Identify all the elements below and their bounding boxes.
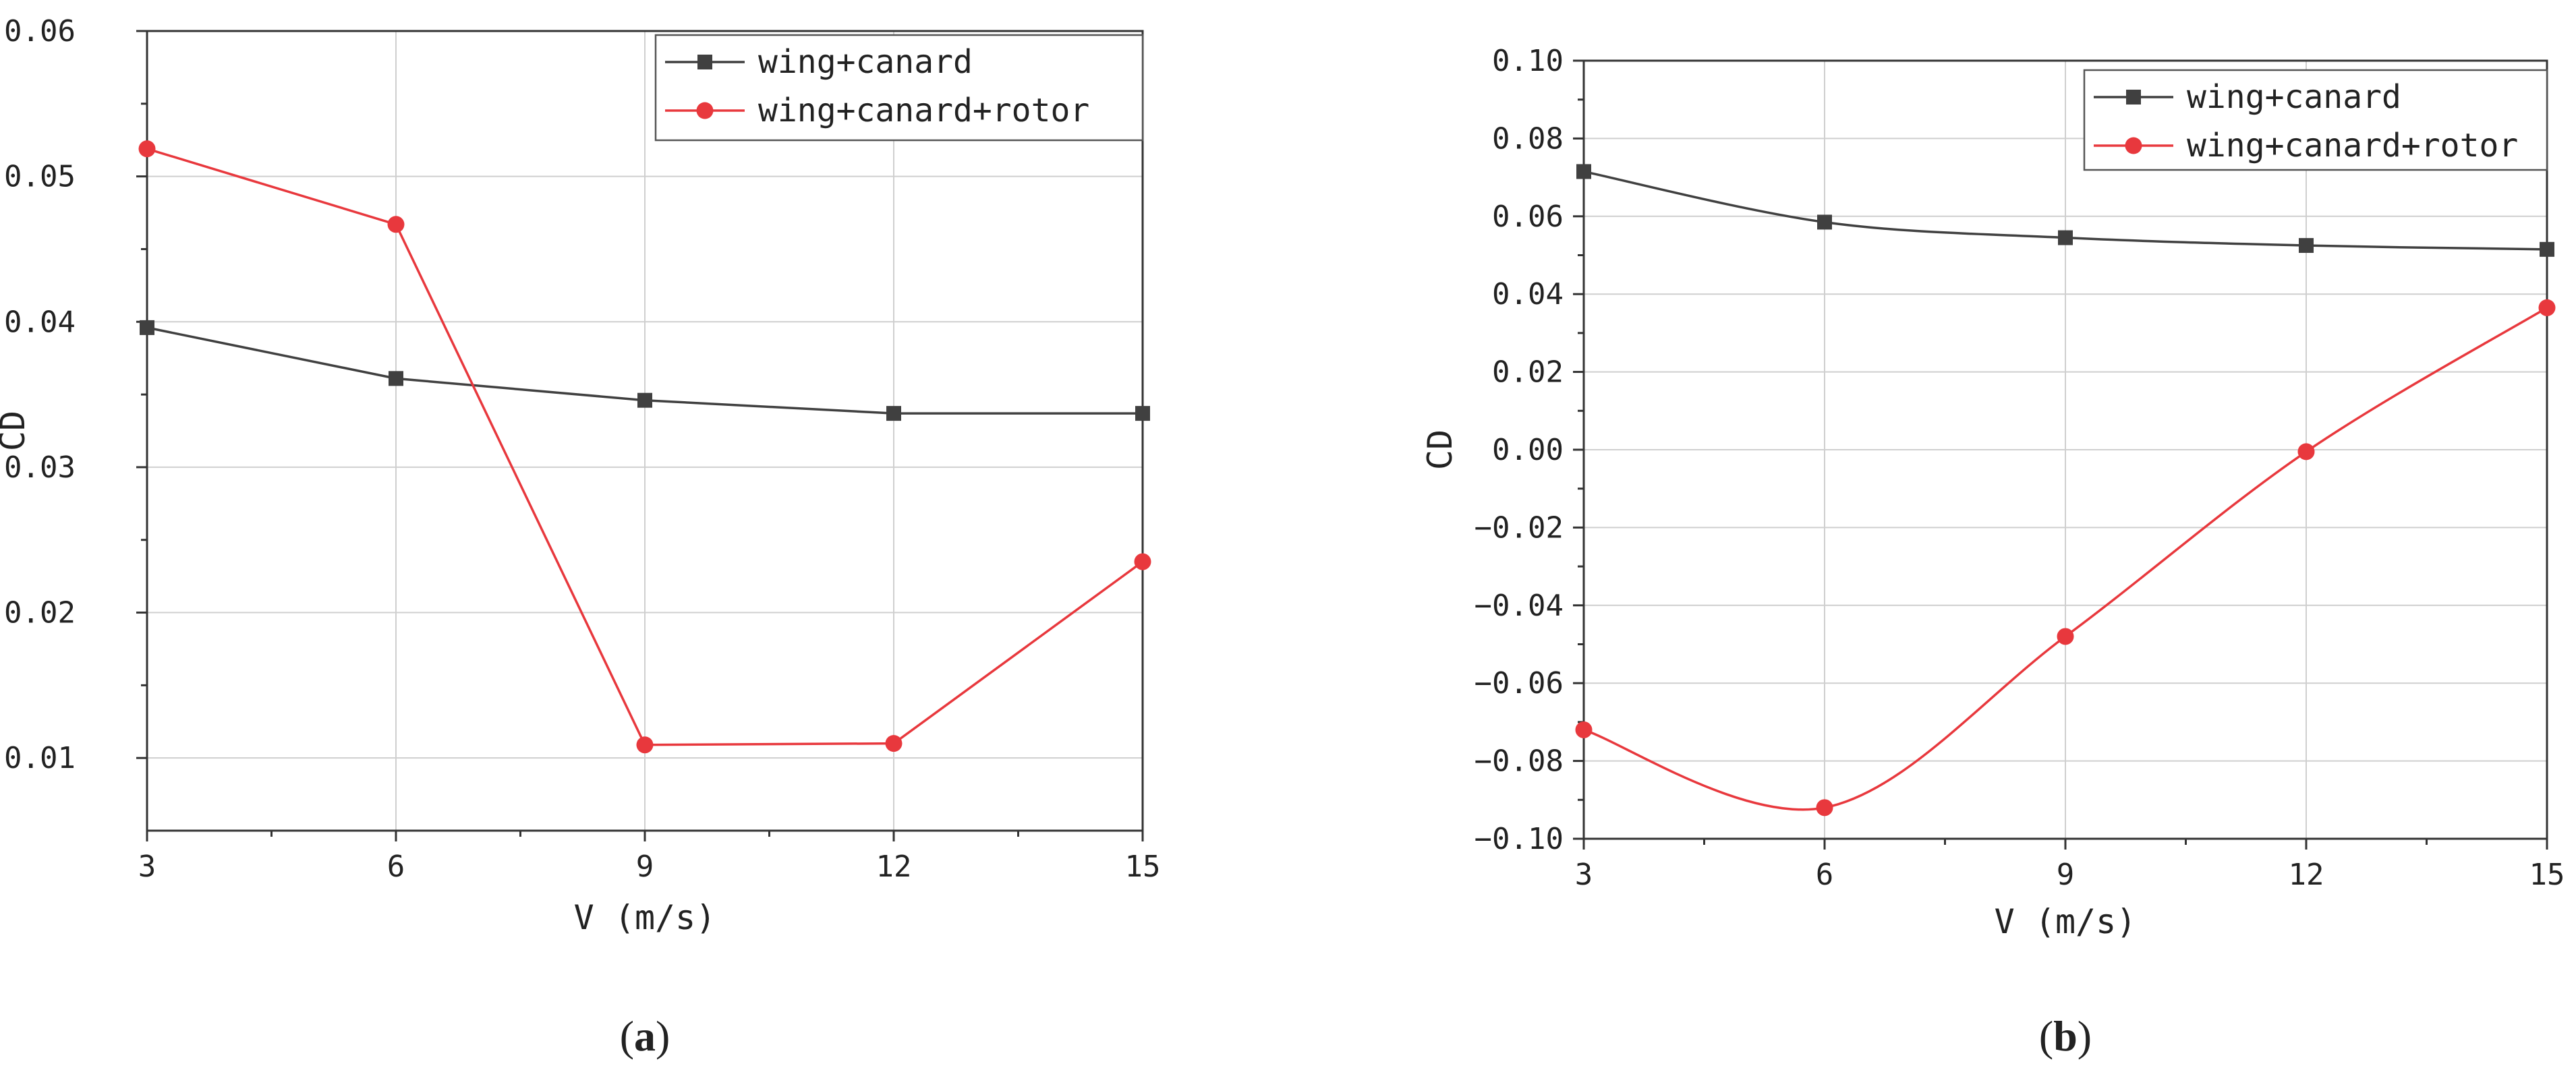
panel-caption-letter: a bbox=[634, 1012, 656, 1060]
data-point bbox=[2299, 238, 2314, 254]
legend-box bbox=[2083, 69, 2548, 171]
data-point bbox=[140, 320, 154, 335]
legend-marker bbox=[697, 55, 712, 69]
x-tick-label: 15 bbox=[1125, 850, 1161, 884]
data-point bbox=[2540, 241, 2554, 257]
x-axis-title: V (m/s) bbox=[574, 898, 716, 937]
data-point bbox=[138, 140, 156, 158]
y-tick-label: 0.03 bbox=[4, 450, 76, 485]
data-point bbox=[1816, 799, 1833, 817]
y-tick-label: 0.04 bbox=[1492, 277, 1564, 312]
data-point bbox=[2297, 443, 2315, 461]
y-tick-label: −0.04 bbox=[1475, 589, 1564, 623]
data-point bbox=[387, 216, 405, 233]
legend-label: wing+canard+rotor bbox=[2187, 127, 2518, 165]
data-point bbox=[637, 392, 652, 408]
data-point bbox=[1135, 406, 1150, 421]
y-tick-label: 0.04 bbox=[4, 305, 76, 339]
y-tick-label: −0.08 bbox=[1475, 744, 1564, 779]
y-tick-label: 0.00 bbox=[1492, 433, 1564, 467]
x-tick-label: 6 bbox=[1816, 858, 1834, 892]
legend: wing+canard wing+canard+rotor bbox=[654, 34, 1144, 142]
data-point bbox=[2538, 299, 2556, 316]
series-1 bbox=[1576, 164, 2554, 257]
legend-label: wing+canard bbox=[2187, 78, 2401, 116]
data-point bbox=[1134, 553, 1151, 570]
x-tick-label: 9 bbox=[636, 850, 654, 884]
data-point bbox=[636, 736, 654, 754]
series-2 bbox=[138, 140, 1151, 754]
y-tick-label: 0.08 bbox=[1492, 121, 1564, 156]
y-tick-label: −0.10 bbox=[1475, 822, 1564, 856]
x-tick-label: 12 bbox=[2289, 858, 2324, 892]
y-axis-title: CD bbox=[1421, 429, 1460, 470]
y-tick-label: 0.02 bbox=[1492, 355, 1564, 390]
data-point bbox=[389, 371, 403, 386]
y-tick-label: −0.06 bbox=[1475, 666, 1564, 701]
legend-marker bbox=[2125, 137, 2142, 154]
y-tick-label: 0.05 bbox=[4, 160, 76, 194]
panel-caption: (b) bbox=[2039, 1012, 2092, 1060]
data-point bbox=[2057, 628, 2074, 645]
legend-marker bbox=[2126, 90, 2141, 105]
data-point bbox=[1576, 164, 1591, 179]
data-point bbox=[2058, 230, 2073, 245]
panel-caption: (a) bbox=[620, 1012, 670, 1060]
x-tick-label: 3 bbox=[138, 850, 156, 884]
data-point bbox=[886, 406, 901, 421]
y-tick-label: −0.02 bbox=[1475, 510, 1564, 545]
x-tick-label: 12 bbox=[876, 850, 912, 884]
legend-label: wing+canard bbox=[758, 43, 973, 81]
chart-panel-b: −0.10 −0.08 −0.06 −0.04 −0.02 0.00 0.02 0.04 0.0… bbox=[1421, 44, 2565, 1060]
panel-caption-letter: b bbox=[2053, 1012, 2078, 1060]
x-axis-title: V (m/s) bbox=[1995, 902, 2137, 941]
legend-box bbox=[654, 34, 1144, 142]
y-tick-label: 0.10 bbox=[1492, 44, 1564, 78]
data-point bbox=[885, 735, 903, 752]
y-axis-title: CD bbox=[0, 411, 32, 451]
x-tick-label: 9 bbox=[2057, 858, 2075, 892]
y-tick-label: 0.06 bbox=[1492, 200, 1564, 234]
chart-panel-a: 0.01 0.02 0.03 0.04 0.05 0.06 3 6 9 12 15 V (m/s) CD… bbox=[0, 14, 1160, 1060]
data-point bbox=[1575, 721, 1593, 738]
y-tick-label: 0.01 bbox=[4, 741, 76, 775]
data-point bbox=[1817, 214, 1832, 230]
x-tick-label: 6 bbox=[387, 850, 405, 884]
y-tick-label: 0.02 bbox=[4, 596, 76, 630]
series-1 bbox=[140, 320, 1150, 421]
y-tick-label: 0.06 bbox=[4, 14, 76, 49]
legend: wing+canard wing+canard+rotor bbox=[2083, 69, 2548, 171]
legend-label: wing+canard+rotor bbox=[758, 92, 1089, 129]
x-tick-label: 15 bbox=[2529, 858, 2565, 892]
legend-marker bbox=[696, 102, 714, 119]
series-2 bbox=[1575, 299, 2556, 817]
x-tick-label: 3 bbox=[1575, 858, 1593, 892]
